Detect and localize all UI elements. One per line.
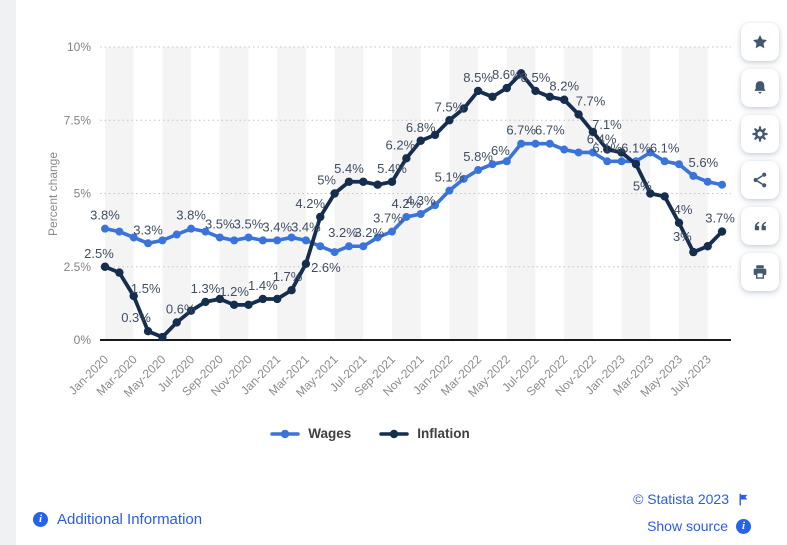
gear-icon [752, 126, 768, 142]
inflation-point-label: 1.7% [273, 269, 303, 284]
wages-point-label: 6.1% [592, 140, 622, 155]
inflation-point-label: 0.6% [166, 301, 196, 316]
wages-point-label: 3.4% [262, 219, 292, 234]
inflation-point-label: 2.6% [311, 260, 341, 275]
inflation-point-label: 1.2% [219, 284, 249, 299]
legend-label-wages: Wages [308, 426, 352, 441]
inflation-point-label: 3.7% [705, 211, 735, 226]
wages-point-label: 5.1% [435, 170, 465, 185]
additional-information-link[interactable]: Additional Information [33, 511, 202, 528]
wages-point-label: 6% [491, 143, 510, 158]
wages-point-label: 5.8% [463, 149, 493, 164]
footer-right: © Statista 2023 Show source [633, 488, 751, 537]
wages-point-label: 4.2% [392, 196, 422, 211]
wages-point-label: 3.3% [133, 222, 163, 237]
legend-item-wages[interactable]: Wages [270, 426, 351, 441]
page-edge-strip [0, 0, 16, 545]
inflation-point-label: 7.1% [592, 117, 622, 132]
y-tick-label: 5% [74, 187, 92, 201]
alert-button[interactable] [741, 69, 779, 107]
inflation-legend-marker [379, 429, 409, 438]
info-icon [33, 512, 48, 527]
star-icon [752, 34, 768, 49]
inflation-point-label: 2.5% [84, 246, 114, 261]
inflation-point-label: 7.7% [576, 93, 606, 108]
wages-point-label: 3.2% [328, 225, 358, 240]
wages-point-label: 6.7% [506, 123, 536, 138]
inflation-point-label: 8.6% [492, 67, 522, 82]
inflation-point-label: 1.3% [191, 281, 221, 296]
inflation-point-label: 1.4% [248, 278, 278, 293]
copyright-text: © Statista 2023 [633, 491, 729, 507]
legend-label-inflation: Inflation [417, 426, 470, 441]
wages-legend-marker [270, 429, 300, 438]
printer-icon [753, 265, 767, 279]
inflation-point-label: 3% [673, 229, 692, 244]
print-button[interactable] [741, 253, 779, 291]
inflation-point-label: 5.4% [334, 161, 364, 176]
inflation-point-label: 6.2% [386, 137, 416, 152]
favorite-button[interactable] [741, 23, 779, 61]
y-tick-label: 7.5% [64, 113, 92, 127]
chart-legend: Wages Inflation [0, 426, 740, 441]
wages-point-label: 3.8% [90, 208, 120, 223]
inflation-point-label: 0.3% [121, 310, 151, 325]
copyright-line: © Statista 2023 [633, 488, 751, 510]
wages-point-label: 3.7% [373, 211, 403, 226]
flag-icon[interactable] [737, 492, 751, 507]
wages-point-label: 4.3% [406, 193, 436, 208]
inflation-point-label: 8.5% [521, 70, 551, 85]
wages-point-label: 3.5% [205, 216, 235, 231]
inflation-point-label: 7.5% [435, 99, 465, 114]
wages-point-label: 3.2% [354, 225, 384, 240]
y-tick-label: 2.5% [64, 260, 92, 274]
y-tick-label: 10% [67, 40, 91, 54]
inflation-point-label: 5% [633, 179, 652, 194]
inflation-point-label: 5% [317, 173, 336, 188]
legend-item-inflation[interactable]: Inflation [379, 426, 470, 441]
wages-point-label: 6.1% [650, 140, 680, 155]
wages-point-label: 3.8% [176, 208, 206, 223]
show-source-label: Show source [647, 518, 728, 534]
wages-point-label: 6.1% [621, 140, 651, 155]
inflation-point-label: 4.2% [295, 196, 325, 211]
bell-icon [754, 81, 766, 94]
cite-button[interactable] [741, 207, 779, 245]
share-button[interactable] [741, 161, 779, 199]
inflation-point-label: 4% [674, 202, 693, 217]
wages-point-label: 3.5% [234, 216, 264, 231]
y-axis-title: Percent change [46, 152, 60, 236]
show-source-info-icon [736, 518, 751, 534]
wages-point-label: 5.6% [689, 155, 719, 170]
inflation-point-label: 8.5% [463, 70, 493, 85]
quote-icon [754, 221, 767, 231]
show-source-link[interactable]: Show source [633, 515, 751, 537]
inflation-point-label: 5.4% [377, 161, 407, 176]
inflation-point-label: 1.5% [131, 281, 161, 296]
inflation-point-label: 6.8% [406, 120, 436, 135]
chart-svg: 0%2.5%5%7.5%10%Percent changeJan-2020Mar… [46, 40, 735, 400]
inflation-point-label: 8.2% [549, 79, 579, 94]
wages-point-label: 3.4% [291, 219, 321, 234]
chart-actions-sidebar [741, 23, 779, 291]
share-icon [753, 172, 767, 188]
y-tick-label: 0% [74, 333, 92, 347]
wages-inflation-line-chart: 0% 2.5% 5% 7.5% 10% Percent change Jan-2020 Mar… [46, 40, 735, 400]
additional-information-label: Additional Information [57, 511, 203, 528]
settings-button[interactable] [741, 115, 779, 153]
wages-point-label: 6.7% [535, 123, 565, 138]
inflation-point-label: 6.4% [587, 131, 617, 146]
